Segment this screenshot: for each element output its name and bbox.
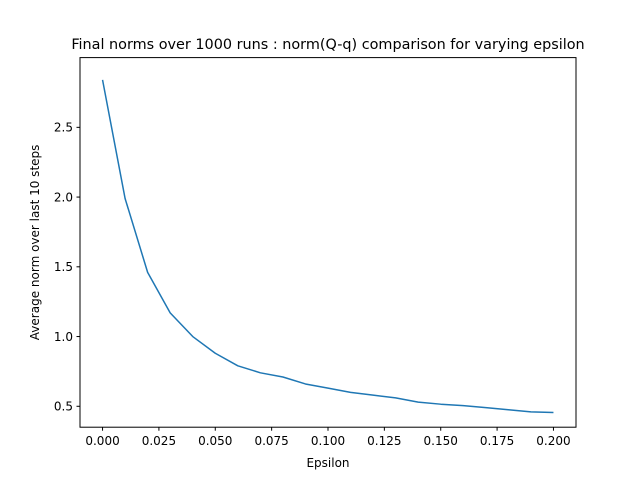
x-tick-label: 0.200 xyxy=(536,434,570,448)
y-axis-label: Average norm over last 10 steps xyxy=(28,145,42,341)
x-tick-label: 0.150 xyxy=(424,434,458,448)
x-axis: 0.000 0.025 0.050 0.075 0.100 0.125 0.150 0.175… xyxy=(85,427,571,448)
y-axis: 0.5 1.0 1.5 2.0 2.5 xyxy=(54,121,80,414)
x-tick-label: 0.100 xyxy=(311,434,345,448)
x-tick-label: 0.125 xyxy=(367,434,401,448)
x-tick-label: 0.000 xyxy=(85,434,119,448)
x-tick-label: 0.050 xyxy=(198,434,232,448)
plot-area xyxy=(101,79,554,414)
x-axis-label: Epsilon xyxy=(306,456,349,470)
y-tick-label: 0.5 xyxy=(54,400,73,414)
axes-frame xyxy=(79,57,577,428)
y-tick-label: 2.5 xyxy=(54,121,73,135)
series-line-0 xyxy=(101,79,554,414)
x-tick-label: 0.175 xyxy=(480,434,514,448)
y-tick-label: 2.0 xyxy=(54,190,73,204)
x-tick-label: 0.075 xyxy=(254,434,288,448)
y-tick-label: 1.0 xyxy=(54,330,73,344)
x-tick-label: 0.025 xyxy=(142,434,176,448)
y-tick-label: 1.5 xyxy=(54,260,73,274)
chart-title: Final norms over 1000 runs : norm(Q-q) c… xyxy=(71,37,584,53)
